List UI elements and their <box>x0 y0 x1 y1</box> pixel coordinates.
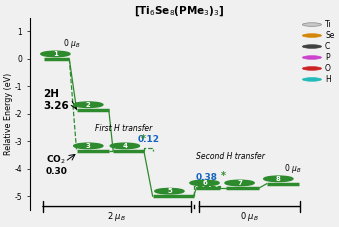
Text: C: C <box>325 42 331 51</box>
Text: 0 $\mu_B$: 0 $\mu_B$ <box>284 162 302 175</box>
Text: 0 $\mu_B$: 0 $\mu_B$ <box>240 210 259 223</box>
Text: 8: 8 <box>276 176 281 182</box>
Text: 3: 3 <box>86 143 91 149</box>
Circle shape <box>302 56 321 59</box>
Circle shape <box>155 188 184 194</box>
Circle shape <box>302 67 321 70</box>
Circle shape <box>74 143 103 149</box>
Text: *: * <box>221 171 225 181</box>
Circle shape <box>302 78 321 81</box>
Circle shape <box>302 45 321 48</box>
Text: Ti: Ti <box>325 20 332 29</box>
Circle shape <box>74 102 103 107</box>
Title: [Ti$_6$Se$_8$(PMe$_3$)$_3$]: [Ti$_6$Se$_8$(PMe$_3$)$_3$] <box>134 4 224 18</box>
Circle shape <box>302 23 321 26</box>
Text: 0.12: 0.12 <box>137 135 159 144</box>
Circle shape <box>302 34 321 37</box>
Text: H: H <box>325 75 331 84</box>
Text: 6: 6 <box>202 180 207 186</box>
Circle shape <box>41 51 70 57</box>
Text: First H transfer: First H transfer <box>95 124 152 133</box>
Text: O: O <box>325 64 331 73</box>
Text: 0 $\mu_B$: 0 $\mu_B$ <box>63 37 81 50</box>
Text: *: * <box>141 134 146 144</box>
Text: 5: 5 <box>167 188 172 194</box>
Text: 7: 7 <box>237 180 242 186</box>
Text: 0.38: 0.38 <box>196 173 218 182</box>
Circle shape <box>225 180 254 186</box>
Circle shape <box>190 180 219 186</box>
Circle shape <box>110 143 139 149</box>
Text: 2: 2 <box>86 102 91 108</box>
Text: 4: 4 <box>122 143 127 149</box>
Text: 1: 1 <box>53 51 58 57</box>
Text: Second H transfer: Second H transfer <box>196 152 264 161</box>
Text: 2 $\mu_B$: 2 $\mu_B$ <box>107 210 126 223</box>
Y-axis label: Relative Energy (eV): Relative Energy (eV) <box>4 73 13 155</box>
Text: CO$_2$
0.30: CO$_2$ 0.30 <box>46 153 68 176</box>
Text: Se: Se <box>325 31 335 40</box>
Circle shape <box>264 176 293 182</box>
Text: 2H
3.26: 2H 3.26 <box>43 89 69 111</box>
Text: P: P <box>325 53 330 62</box>
